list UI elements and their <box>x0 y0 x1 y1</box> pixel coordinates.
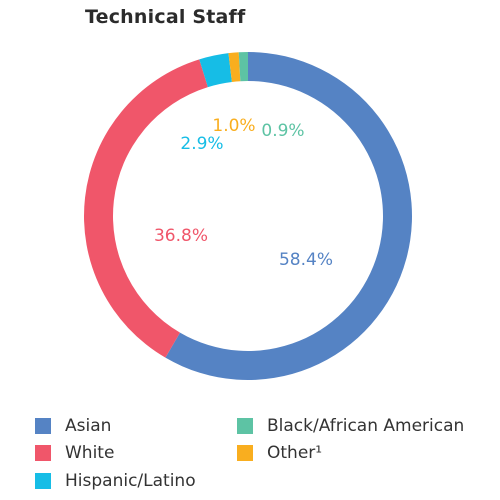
slice-other <box>228 52 241 82</box>
value-label-asian: 58.4% <box>279 250 333 270</box>
slice-black-african-american <box>238 52 248 82</box>
value-label-other: 1.0% <box>212 116 255 136</box>
value-label-white: 36.8% <box>154 226 208 246</box>
chart-title: Technical Staff <box>85 6 246 28</box>
slice-hispanic-latino <box>199 53 232 88</box>
value-label-hispanic-latino: 2.9% <box>180 134 223 154</box>
value-label-black-african-american: 0.9% <box>261 121 304 141</box>
slice-white <box>84 59 208 358</box>
slice-asian <box>165 52 412 381</box>
